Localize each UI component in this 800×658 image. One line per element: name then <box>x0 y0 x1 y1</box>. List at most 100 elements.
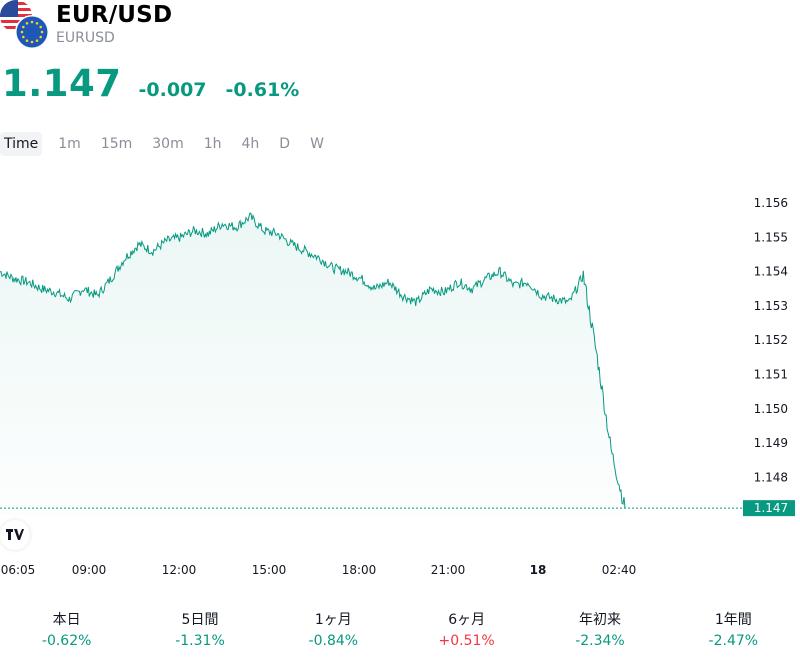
data-point <box>555 299 556 300</box>
data-point <box>249 216 250 217</box>
tradingview-logo-icon[interactable] <box>0 520 30 550</box>
data-point <box>583 275 584 276</box>
data-point <box>333 268 334 269</box>
data-point <box>416 302 417 303</box>
data-point <box>499 271 500 272</box>
data-point <box>263 230 264 231</box>
data-point <box>194 230 195 231</box>
data-point <box>83 288 84 289</box>
data-point <box>597 357 598 358</box>
performance-item[interactable]: 5日間 -1.31% <box>133 611 266 651</box>
data-point <box>402 295 403 296</box>
data-point <box>208 233 209 234</box>
data-point <box>513 285 514 286</box>
y-tick-label: 1.151 <box>754 367 788 381</box>
last-price-badge <box>743 500 795 517</box>
performance-label: 本日 <box>52 612 81 628</box>
y-tick-label: 1.156 <box>754 196 788 210</box>
performance-value: -0.62% <box>41 633 92 649</box>
x-tick-label: 09:00 <box>72 563 107 577</box>
performance-label: 5日間 <box>181 612 219 628</box>
price-row: 1.147 -0.007 -0.61% <box>2 62 299 110</box>
tab-1h[interactable]: 1h <box>203 136 222 152</box>
y-tick-label: 1.152 <box>754 333 788 347</box>
last-price: 1.147 <box>2 62 122 105</box>
tab-w[interactable]: W <box>310 136 324 152</box>
y-tick-label: 1.150 <box>754 402 788 416</box>
x-tick-label: 06:05 <box>1 563 36 577</box>
y-tick-label: 1.148 <box>754 470 788 484</box>
data-point <box>180 237 181 238</box>
performance-row: 本日 -0.62% 5日間 -1.31% 1ヶ月 -0.84% 6ヶ月 +0.51% 年初来 -2… <box>0 611 800 651</box>
data-point <box>277 233 278 234</box>
data-point <box>319 257 320 258</box>
data-point <box>97 295 98 296</box>
data-point <box>374 288 375 289</box>
data-point <box>569 302 570 303</box>
price-area-fill <box>0 213 625 515</box>
performance-value: +0.51% <box>438 633 495 649</box>
data-point <box>611 449 612 450</box>
data-point <box>55 292 56 293</box>
data-point <box>430 288 431 289</box>
tab-15m[interactable]: 15m <box>100 136 133 152</box>
last-price-badge-label: 1.147 <box>754 501 788 515</box>
data-point <box>486 278 487 279</box>
performance-item[interactable]: 年初来 -2.34% <box>533 611 666 651</box>
y-tick-label: 1.149 <box>754 436 788 450</box>
x-tick-label: 12:00 <box>162 563 197 577</box>
data-point <box>444 292 445 293</box>
x-tick-label: 18:00 <box>342 563 377 577</box>
performance-item[interactable]: 本日 -0.62% <box>0 611 133 651</box>
data-point <box>152 251 153 252</box>
data-point <box>111 278 112 279</box>
performance-value: -2.34% <box>575 633 625 649</box>
data-point <box>541 295 542 296</box>
data-point <box>69 299 70 300</box>
data-point <box>527 281 528 282</box>
performance-label: 1ヶ月 <box>314 612 352 628</box>
data-point <box>236 227 237 228</box>
performance-value: -2.47% <box>708 633 759 649</box>
data-point <box>222 223 223 224</box>
tab-d[interactable]: D <box>279 136 291 152</box>
x-tick-label: 02:40 <box>602 563 637 577</box>
data-point <box>138 244 139 245</box>
data-point <box>458 281 459 282</box>
x-tick-label: 21:00 <box>431 563 466 577</box>
data-point <box>124 257 125 258</box>
performance-item[interactable]: 1年間 -2.47% <box>667 611 800 651</box>
performance-value: -1.31% <box>175 633 225 649</box>
eur-usd-flags-icon <box>0 0 49 49</box>
price-chart: 1.156 1.155 1.154 1.153 1.152 1.151 1.150 1.149… <box>0 196 795 577</box>
performance-item[interactable]: 1ヶ月 -0.84% <box>267 611 400 651</box>
symbol-ticker: EURUSD <box>56 30 115 46</box>
performance-item[interactable]: 6ヶ月 +0.51% <box>400 611 533 651</box>
data-point <box>41 288 42 289</box>
x-tick-label: 15:00 <box>252 563 287 577</box>
tab-time[interactable]: Time <box>0 132 43 156</box>
data-point <box>305 251 306 252</box>
price-change: -0.007 <box>138 79 207 101</box>
data-point <box>361 278 362 279</box>
performance-label: 1年間 <box>714 612 752 628</box>
price-line <box>0 212 626 509</box>
data-point <box>27 281 28 282</box>
data-point <box>388 281 389 282</box>
y-tick-label: 1.155 <box>754 230 788 244</box>
timeframe-tabs: Time 1m 15m 30m 1h 4h D W <box>0 132 334 156</box>
data-point <box>291 244 292 245</box>
data-point <box>166 240 167 241</box>
price-change-percent: -0.61% <box>225 79 300 101</box>
symbol-title: EUR/USD <box>56 2 173 28</box>
tab-1m[interactable]: 1m <box>58 136 81 152</box>
tab-30m[interactable]: 30m <box>152 136 184 152</box>
data-point <box>347 271 348 272</box>
performance-value: -0.84% <box>308 633 359 649</box>
y-tick-label: 1.154 <box>754 265 788 279</box>
x-tick-label: 18 <box>530 563 547 577</box>
performance-label: 6ヶ月 <box>448 612 486 628</box>
data-point <box>13 278 14 279</box>
data-point <box>472 288 473 289</box>
tab-4h[interactable]: 4h <box>241 136 260 152</box>
